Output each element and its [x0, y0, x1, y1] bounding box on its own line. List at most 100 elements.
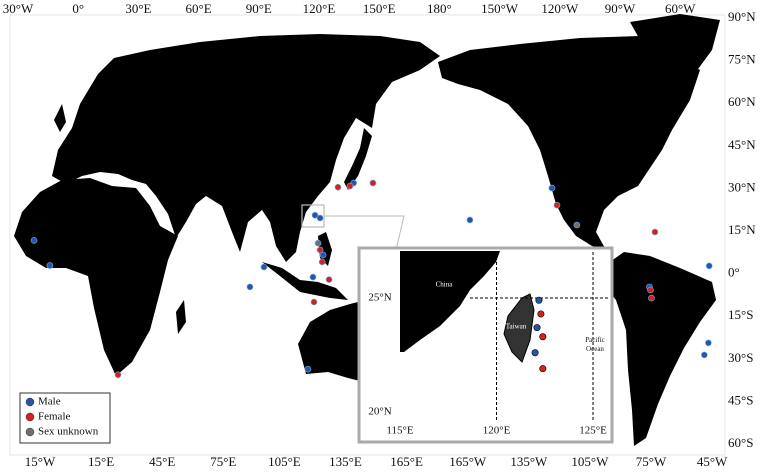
top-lon-label: 180° [427, 1, 452, 16]
bottom-lon-label: 105°W [571, 454, 609, 469]
top-lon-label: 0° [72, 1, 84, 16]
africa [14, 178, 178, 376]
lat-label: 75°N [728, 52, 756, 67]
top-lon-label: 90°W [605, 1, 636, 16]
south-america [604, 252, 716, 446]
bottom-lon-label: 135°W [510, 454, 548, 469]
inset-sighting [531, 349, 539, 357]
lat-label: 15°S [728, 307, 753, 322]
sighting [314, 239, 322, 247]
inset-lat-label: 20°N [368, 406, 391, 418]
legend-label: Sex unknown [38, 426, 99, 438]
sighting [346, 182, 354, 190]
legend-label: Female [38, 411, 70, 423]
lat-label: 45°N [728, 137, 756, 152]
top-lon-label: 150°E [363, 1, 396, 16]
sighting [553, 201, 561, 209]
uk [54, 104, 66, 132]
landmasses [9, 14, 726, 456]
inset-taiwan-label: Taiwan [506, 323, 527, 331]
greenland [630, 14, 720, 92]
top-lon-label: 60°E [186, 1, 212, 16]
sighting [304, 365, 312, 373]
sighting [311, 211, 319, 219]
sighting [651, 228, 659, 236]
bottom-lon-label: 105°E [268, 454, 301, 469]
sighting [310, 298, 318, 306]
japan [344, 128, 372, 190]
legend-swatch [25, 427, 35, 437]
sighting [316, 214, 324, 222]
bottom-lon-label: 15°E [88, 454, 114, 469]
inset-china [400, 251, 500, 352]
sighting [246, 283, 254, 291]
legend-box [19, 392, 111, 444]
sighting [334, 183, 342, 191]
bottom-lon-label: 165°W [449, 454, 487, 469]
bottom-lon-label: 75°E [210, 454, 236, 469]
inset-lon-label: 125°E [579, 425, 607, 437]
bottom-lon-label: 45°E [149, 454, 175, 469]
inset-ocean-label: Pacific Ocean [585, 336, 604, 353]
top-lon-label: 150°W [481, 1, 519, 16]
sighting [309, 273, 317, 281]
sighting [701, 351, 708, 359]
bottom-lon-label: 15°W [25, 454, 56, 469]
inset-sighting [535, 296, 543, 304]
sighting [466, 216, 474, 224]
sighting [316, 246, 324, 254]
inset-lon-label: 115°E [386, 425, 413, 437]
legend-swatch [25, 412, 35, 422]
lat-label: 60°N [728, 94, 756, 109]
lat-label: 15°N [728, 222, 756, 237]
sighting [325, 276, 333, 283]
lat-label: 30°S [728, 350, 753, 365]
sighting [30, 237, 38, 244]
inset-sighting [539, 333, 547, 341]
top-lon-label: 90°E [246, 1, 272, 16]
sighting [705, 339, 712, 347]
eurasia [52, 34, 440, 262]
inset-lat-label: 25°N [368, 292, 391, 304]
bottom-lon-label: 135°E [329, 454, 362, 469]
sighting [705, 262, 713, 270]
lat-label: 0° [728, 265, 740, 280]
sighting [319, 251, 327, 259]
generated: 30°W 0° 30°E 60°E 90°E 120°E 150°E 180° 150°W 120… [3, 1, 756, 469]
top-lon-label: 30°W [3, 1, 34, 16]
bottom-lon-label: 45°W [697, 454, 728, 469]
lat-label: 90°N [728, 9, 756, 24]
inset-frame [357, 246, 614, 444]
sighting [573, 221, 581, 229]
sighting [648, 294, 655, 302]
inset-sighting [539, 365, 547, 373]
madagascar [176, 300, 186, 334]
inset-connector [324, 215, 405, 251]
sighting [548, 184, 556, 192]
top-lon-label: 30°E [125, 1, 151, 16]
north-america [438, 36, 700, 250]
inset-sighting [537, 310, 545, 318]
lat-label: 45°S [728, 392, 753, 407]
sighting [647, 286, 654, 294]
top-lon-label: 120°E [303, 1, 336, 16]
sighting [46, 262, 54, 269]
sighting [369, 179, 377, 187]
inset-taiwan [503, 293, 535, 363]
lat-label: 60°S [728, 435, 753, 450]
top-lon-label: 120°W [541, 1, 579, 16]
sighting [114, 371, 122, 379]
inset-china-label: China [436, 281, 454, 289]
indonesia [262, 262, 348, 300]
sighting [260, 263, 268, 271]
bottom-lon-label: 165°E [390, 454, 423, 469]
inset-lon-label: 120°E [483, 425, 511, 437]
inset-sighting [533, 324, 541, 332]
sighting [318, 258, 326, 266]
top-lon-label: 60°W [665, 1, 696, 16]
bottom-lon-label: 75°W [636, 454, 667, 469]
legend-label: Male [38, 396, 61, 408]
legend-swatch [25, 397, 35, 407]
